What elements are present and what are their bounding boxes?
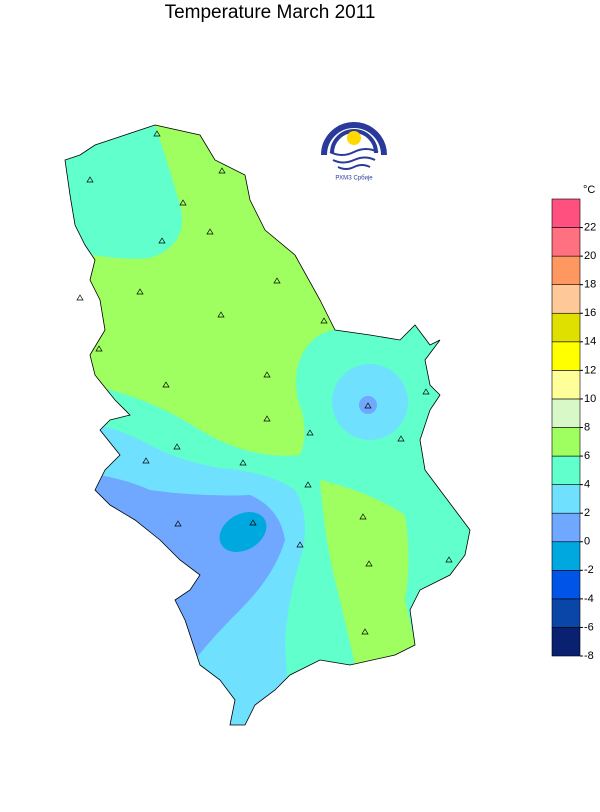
colorbar-label: -2: [584, 564, 594, 576]
colorbar-label: 0: [584, 536, 590, 548]
colorbar-label: 12: [584, 364, 596, 376]
colorbar-label: 16: [584, 307, 596, 319]
title: Temperature March 2011: [165, 2, 376, 23]
colorbar-bin: [551, 627, 581, 657]
colorbar-bin: [551, 255, 581, 285]
colorbar-label: 20: [584, 250, 596, 262]
colorbar-label: 6: [584, 450, 590, 462]
colorbar-label: 18: [584, 279, 596, 291]
border: [64, 124, 471, 726]
colorbar-label: -8: [584, 650, 594, 662]
colorbar-bin: [551, 341, 581, 371]
colorbar-bin: [551, 398, 581, 428]
colorbar-label: -4: [584, 593, 594, 605]
colorbar-label: 10: [584, 393, 596, 405]
colorbar-bin: [551, 598, 581, 628]
colorbar-unit: °C: [583, 184, 595, 196]
colorbar-bin: [551, 455, 581, 485]
colorbar-bin: [551, 312, 581, 343]
colorbar-bin: [551, 484, 581, 514]
colorbar-bin: [551, 570, 581, 600]
colorbar-label: 22: [584, 221, 596, 233]
colorbar-bin: [551, 427, 581, 457]
temperature-field: [65, 125, 470, 725]
logo-text: РХМЗ Србије: [335, 176, 373, 182]
colorbar-bin: [551, 541, 581, 571]
colorbar: -8 -6 -4 -2 0 2 4 6 8 10 12 14 16 18 20 22 °C: [551, 184, 596, 662]
colorbar-bin: [551, 370, 581, 400]
colorbar-bin: [551, 284, 581, 314]
colorbar-bin: [551, 512, 581, 543]
logo: РХМЗ Србије: [319, 110, 389, 182]
colorbar-label: 14: [584, 336, 596, 348]
colorbar-bin: [551, 227, 581, 257]
colorbar-label: -6: [584, 621, 594, 633]
colorbar-label: 2: [584, 507, 590, 519]
stations: [76, 130, 453, 635]
colorbar-label: 8: [584, 421, 590, 433]
colorbar-bin: [551, 198, 581, 228]
colorbar-label: 4: [584, 479, 590, 491]
